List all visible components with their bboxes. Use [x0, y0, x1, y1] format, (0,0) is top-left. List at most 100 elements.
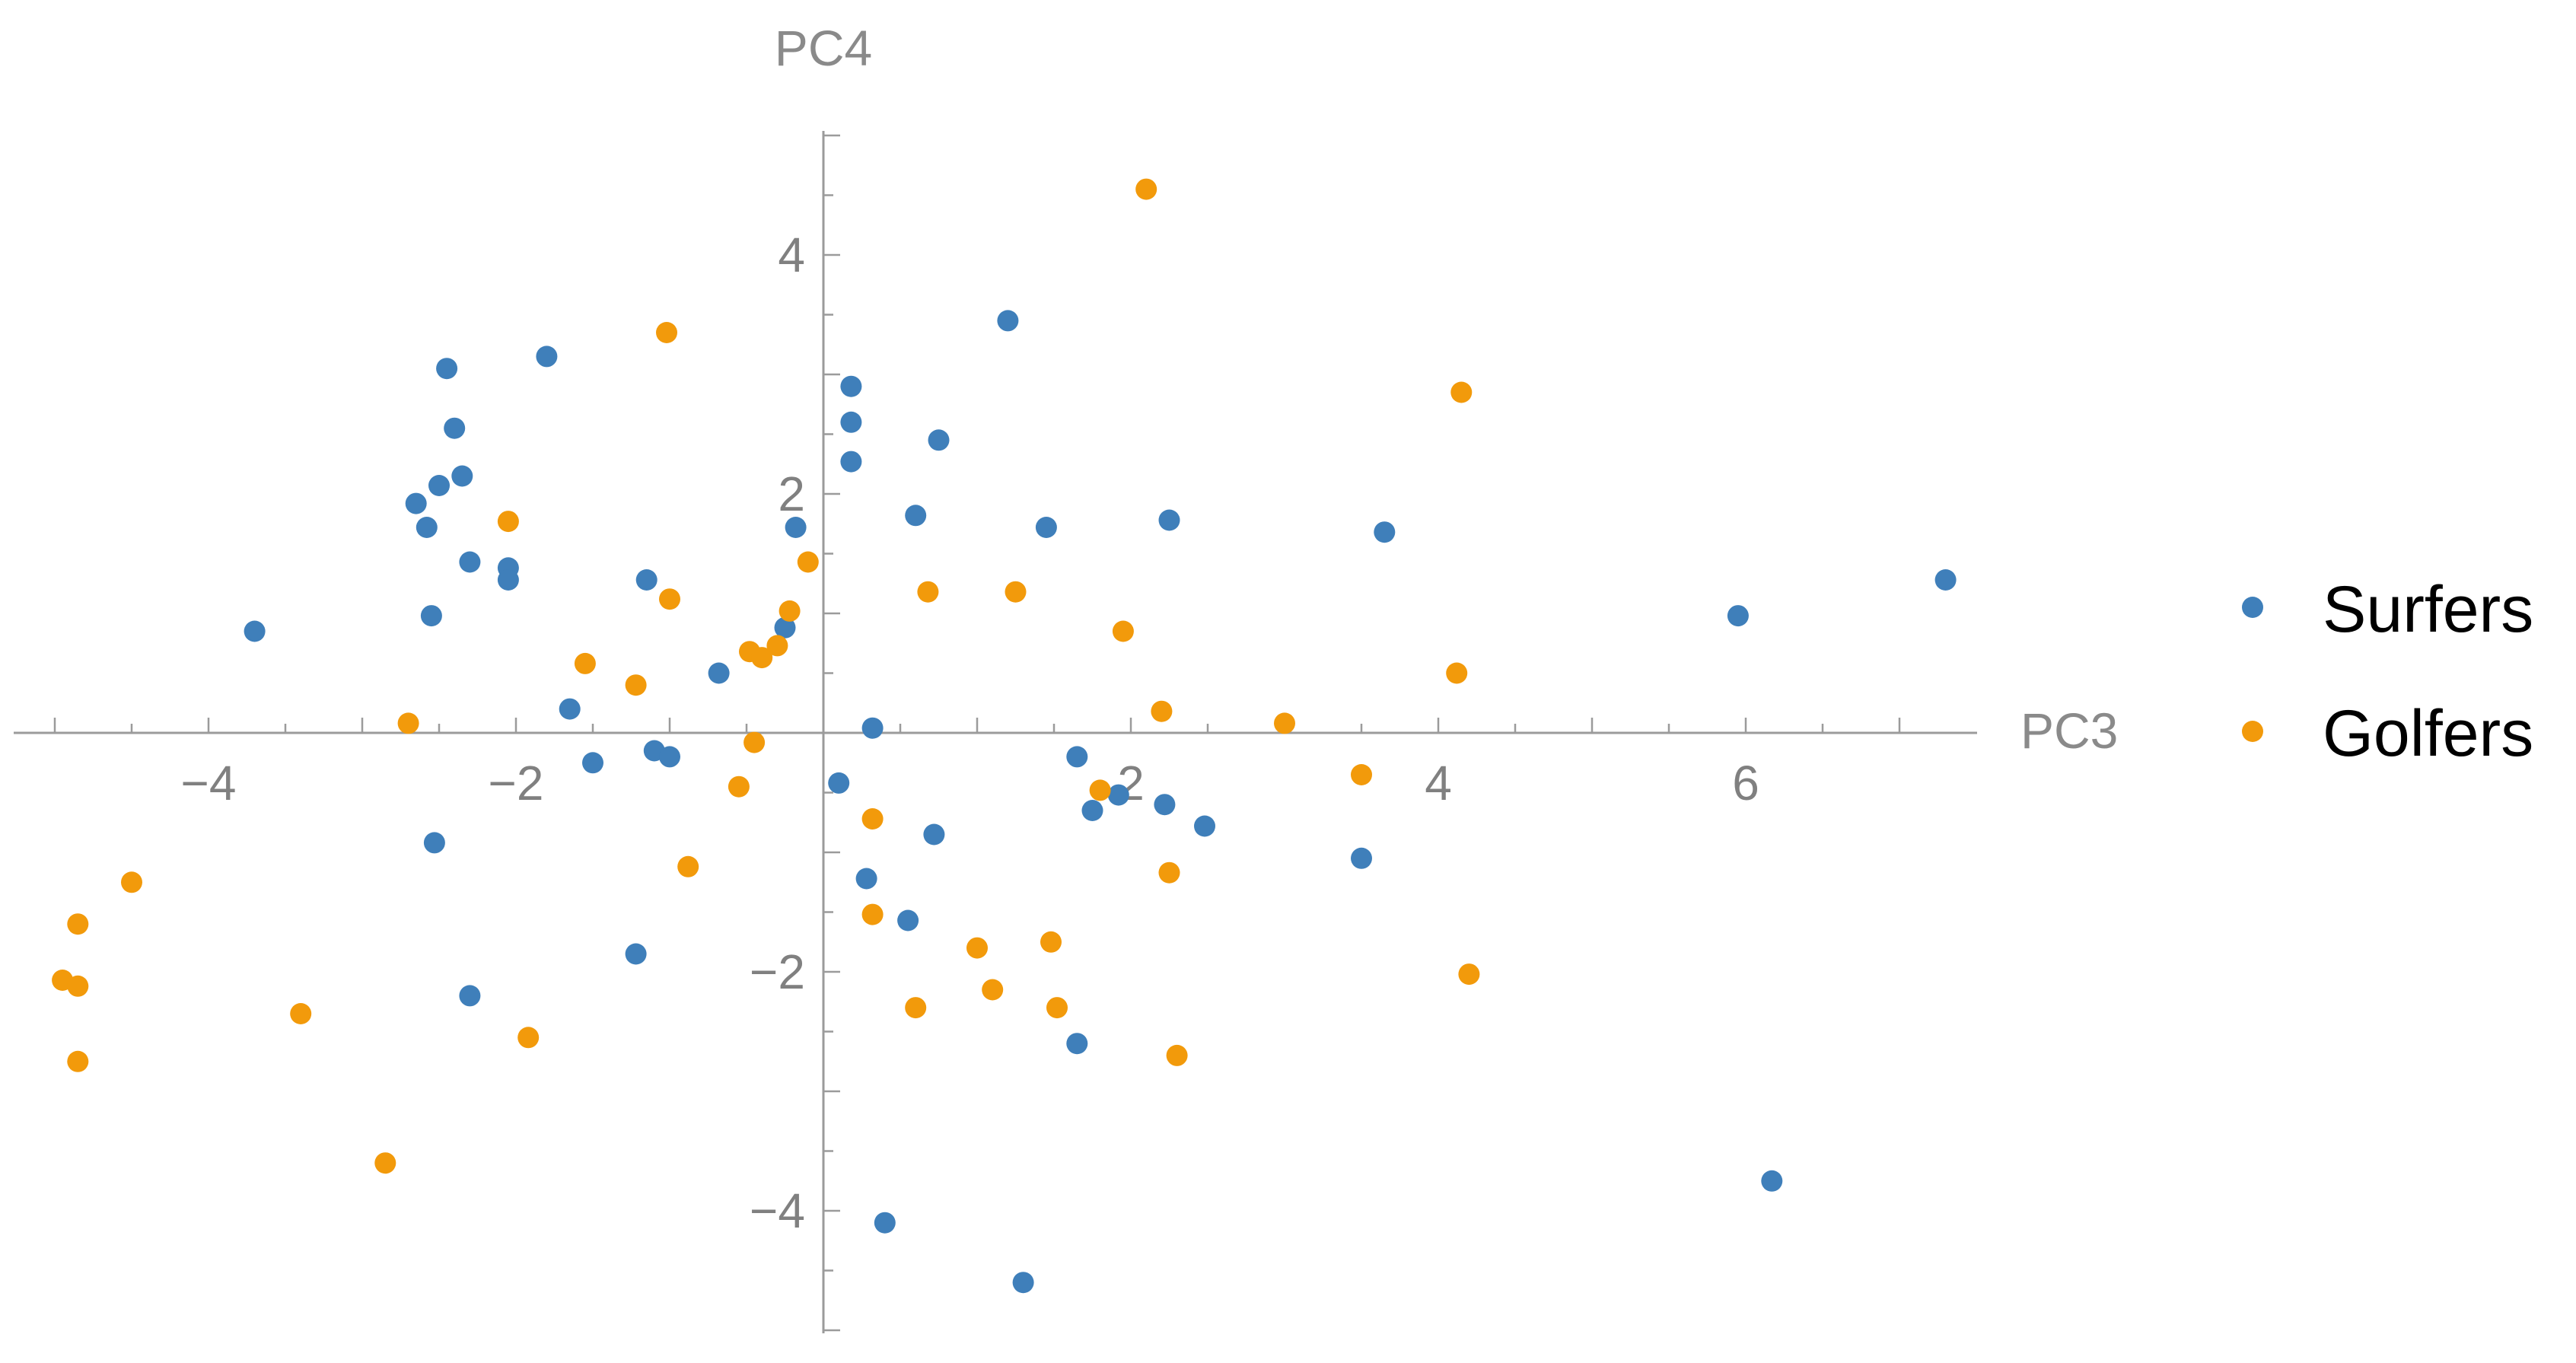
data-point-golfers: [1040, 931, 1062, 953]
data-point-golfers: [751, 647, 773, 669]
data-point-golfers: [1274, 712, 1295, 734]
data-point-surfers: [928, 429, 950, 451]
data-point-golfers: [861, 903, 884, 925]
data-point-golfers: [779, 600, 801, 622]
x-tick-label: −4: [181, 756, 237, 810]
data-points: [52, 178, 1957, 1294]
y-axis-label: PC4: [775, 20, 872, 76]
data-point-golfers: [121, 871, 142, 893]
data-point-golfers: [497, 511, 519, 533]
data-point-golfers: [1458, 963, 1480, 986]
data-point-golfers: [374, 1152, 396, 1174]
data-point-golfers: [966, 937, 988, 959]
data-point-golfers: [982, 979, 1004, 1001]
data-point-golfers: [67, 975, 89, 997]
data-point-golfers: [1112, 620, 1134, 642]
data-point-surfers: [423, 832, 445, 854]
data-point-golfers: [397, 712, 419, 734]
data-point-golfers: [656, 322, 677, 343]
data-point-surfers: [855, 868, 877, 890]
data-point-golfers: [1351, 764, 1372, 785]
data-point-surfers: [1194, 815, 1215, 837]
data-point-golfers: [905, 997, 927, 1019]
data-point-surfers: [659, 746, 680, 768]
data-point-surfers: [536, 346, 558, 368]
data-point-golfers: [290, 1003, 312, 1024]
data-point-golfers: [1046, 997, 1068, 1019]
legend-label-golfers: Golfers: [2323, 697, 2533, 770]
legend-label-surfers: Surfers: [2323, 573, 2533, 646]
data-point-golfers: [659, 588, 680, 610]
data-point-surfers: [874, 1212, 896, 1234]
data-point-golfers: [1450, 381, 1473, 403]
y-tick-label: −2: [750, 944, 805, 999]
legend-marker-golfers: [2242, 721, 2263, 742]
data-point-golfers: [917, 581, 939, 603]
data-point-surfers: [840, 375, 862, 397]
data-point-golfers: [574, 652, 596, 674]
data-point-surfers: [785, 517, 807, 538]
data-point-surfers: [840, 411, 862, 433]
data-point-surfers: [459, 985, 481, 1007]
data-point-golfers: [1166, 1044, 1188, 1066]
data-point-surfers: [1081, 800, 1103, 821]
data-point-surfers: [1934, 569, 1957, 591]
data-point-surfers: [1066, 1033, 1088, 1055]
data-point-golfers: [625, 674, 647, 696]
data-point-golfers: [1151, 700, 1173, 722]
data-point-golfers: [67, 913, 89, 935]
y-axis-ticks: −4 −2 2 4: [750, 134, 840, 1332]
data-point-golfers: [1005, 581, 1027, 603]
x-axis-ticks: −4 −2 2 4 6: [53, 718, 1901, 810]
data-point-surfers: [635, 569, 658, 591]
data-point-golfers: [861, 808, 884, 830]
x-tick-label: 6: [1732, 756, 1759, 810]
data-point-surfers: [244, 620, 266, 642]
y-tick-label: 4: [778, 228, 805, 282]
data-point-golfers: [1446, 662, 1468, 684]
data-point-surfers: [1727, 605, 1749, 627]
data-point-golfers: [677, 855, 699, 877]
data-point-surfers: [459, 551, 481, 573]
data-point-surfers: [828, 772, 850, 794]
data-point-surfers: [1035, 517, 1057, 538]
data-point-golfers: [766, 635, 788, 657]
data-point-surfers: [861, 717, 884, 739]
x-tick-label: 4: [1425, 756, 1452, 810]
data-point-surfers: [840, 451, 862, 473]
y-tick-label: 2: [778, 467, 805, 521]
data-point-surfers: [897, 909, 919, 931]
data-point-golfers: [728, 775, 750, 798]
data-point-surfers: [997, 310, 1019, 332]
data-point-surfers: [582, 752, 603, 774]
data-point-surfers: [436, 358, 458, 380]
data-point-golfers: [1135, 178, 1157, 200]
data-point-surfers: [444, 417, 466, 439]
data-point-surfers: [905, 505, 927, 527]
data-point-golfers: [67, 1050, 89, 1072]
data-point-golfers: [517, 1027, 540, 1049]
data-point-surfers: [708, 662, 730, 684]
data-point-surfers: [497, 569, 519, 591]
data-point-golfers: [1158, 861, 1180, 884]
data-point-surfers: [1158, 509, 1180, 531]
data-point-surfers: [1107, 784, 1129, 806]
data-point-surfers: [451, 465, 473, 487]
data-point-surfers: [420, 605, 442, 627]
data-point-surfers: [774, 616, 796, 639]
data-point-surfers: [625, 943, 647, 965]
data-point-surfers: [1012, 1272, 1034, 1294]
data-point-surfers: [923, 823, 945, 846]
data-point-surfers: [1154, 794, 1176, 816]
data-point-surfers: [1761, 1170, 1783, 1192]
y-tick-label: −4: [750, 1183, 805, 1238]
x-axis-label: PC3: [2020, 702, 2118, 759]
data-point-surfers: [1374, 521, 1396, 543]
data-point-surfers: [428, 475, 450, 496]
data-point-golfers: [797, 551, 819, 573]
legend-marker-surfers: [2242, 597, 2263, 618]
data-point-surfers: [416, 517, 438, 538]
x-tick-label: −2: [489, 756, 544, 810]
